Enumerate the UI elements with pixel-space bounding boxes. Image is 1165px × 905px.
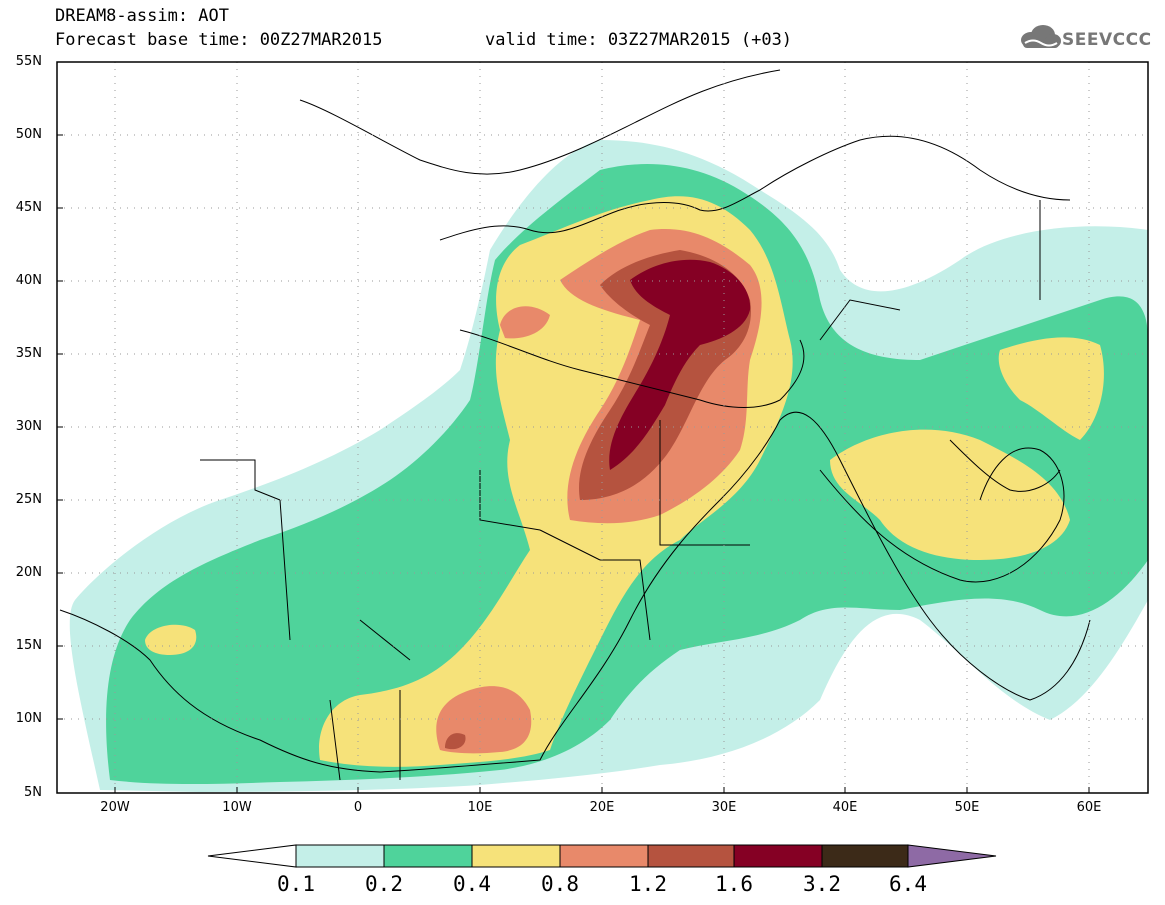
colorbar-bin-2 <box>471 844 561 868</box>
forecast-base-time: Forecast base time: 00Z27MAR2015 <box>55 30 383 50</box>
colorbar-label: 0.4 <box>453 872 491 896</box>
colorbar-bin-4 <box>647 844 735 868</box>
lat-label: 25N <box>15 492 42 507</box>
lon-label: 10W <box>222 800 252 815</box>
lat-label: 45N <box>15 200 42 215</box>
lon-label: 60E <box>1076 800 1102 815</box>
colorbar-bin-5 <box>733 844 823 868</box>
colorbar <box>207 844 997 868</box>
lat-label: 55N <box>15 54 42 69</box>
colorbar-label: 0.8 <box>541 872 579 896</box>
colorbar-low-arrow <box>207 844 297 868</box>
lon-label: 0 <box>353 800 363 815</box>
colorbar-bin-1 <box>383 844 473 868</box>
lat-label: 40N <box>15 273 42 288</box>
colorbar-bin-6 <box>821 844 909 868</box>
seevccc-logo <box>1021 25 1061 48</box>
lat-label: 30N <box>15 419 42 434</box>
lon-label: 50E <box>954 800 980 815</box>
lat-label: 10N <box>15 711 42 726</box>
colorbar-label: 6.4 <box>889 872 927 896</box>
aot-1.6-area <box>609 259 751 470</box>
lat-label: 50N <box>15 127 42 142</box>
colorbar-label: 0.2 <box>365 872 403 896</box>
lat-label: 20N <box>15 565 42 580</box>
coastline-arabia <box>819 447 1065 583</box>
lat-label: 5N <box>24 785 42 800</box>
colorbar-label: 3.2 <box>803 872 841 896</box>
coastline-med-south <box>459 329 805 408</box>
logo-text: SEEVCCC <box>1062 30 1152 50</box>
lon-label: 10E <box>467 800 493 815</box>
coastline-persian-gulf <box>949 439 1061 492</box>
coastline-europe <box>299 69 781 175</box>
lat-label: 35N <box>15 346 42 361</box>
border-lines <box>200 200 1041 781</box>
lon-label: 40E <box>832 800 858 815</box>
colorbar-label: 0.1 <box>277 872 315 896</box>
lat-label: 15N <box>15 638 42 653</box>
colorbar-label: 1.6 <box>715 872 753 896</box>
chart-title: DREAM8-assim: AOT <box>55 6 229 26</box>
lon-label: 30E <box>711 800 737 815</box>
colorbar-label: 1.2 <box>629 872 667 896</box>
valid-time: valid time: 03Z27MAR2015 (+03) <box>485 30 793 50</box>
colorbar-high-arrow <box>907 844 997 868</box>
coastline-africa <box>59 411 1091 773</box>
lon-label: 20W <box>100 800 130 815</box>
colorbar-bin-0 <box>295 844 385 868</box>
lon-label: 20E <box>589 800 615 815</box>
colorbar-bin-3 <box>559 844 649 868</box>
